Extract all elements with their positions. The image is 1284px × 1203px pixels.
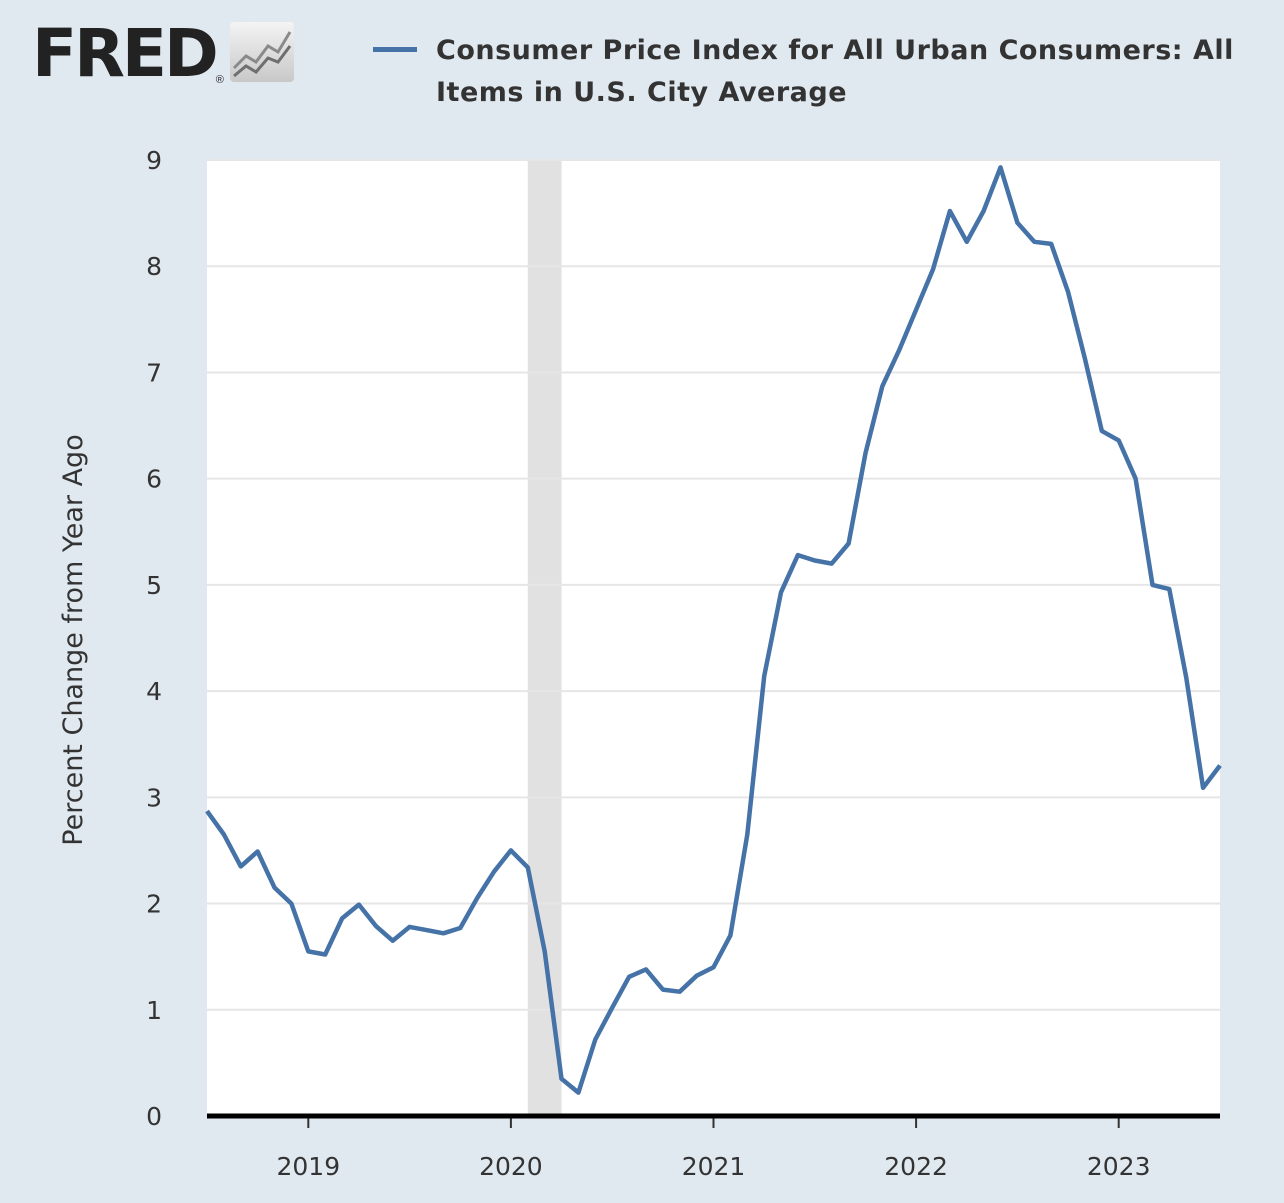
chart-trend-icon [229, 22, 294, 82]
y-axis-label: Percent Change from Year Ago [58, 434, 89, 845]
y-tick-label: 2 [146, 890, 162, 919]
registered-mark: ® [215, 74, 224, 86]
legend-swatch [373, 47, 417, 52]
recession-shading [527, 160, 562, 1116]
x-tick-label: 2023 [1087, 1152, 1151, 1181]
plot-area [207, 160, 1220, 1116]
logo-text: FRED [32, 15, 219, 92]
x-tick-label: 2022 [884, 1152, 948, 1181]
y-tick-label: 3 [146, 783, 162, 812]
y-tick-label: 4 [146, 677, 162, 706]
y-tick-label: 6 [146, 465, 162, 494]
y-tick-label: 1 [146, 996, 162, 1025]
y-tick-label: 8 [146, 252, 162, 281]
x-tick-label: 2020 [479, 1152, 543, 1181]
y-tick-label: 0 [146, 1102, 162, 1131]
series-line [205, 165, 1222, 1095]
x-tick-label: 2019 [276, 1152, 340, 1181]
legend: Consumer Price Index for All Urban Consu… [373, 30, 1266, 114]
y-tick-label: 5 [146, 571, 162, 600]
fred-logo[interactable]: FRED ® [32, 18, 294, 90]
y-tick-label: 9 [146, 146, 162, 175]
x-tick-label: 2021 [682, 1152, 746, 1181]
y-tick-label: 7 [146, 358, 162, 387]
chart-title: Consumer Price Index for All Urban Consu… [436, 35, 1234, 108]
